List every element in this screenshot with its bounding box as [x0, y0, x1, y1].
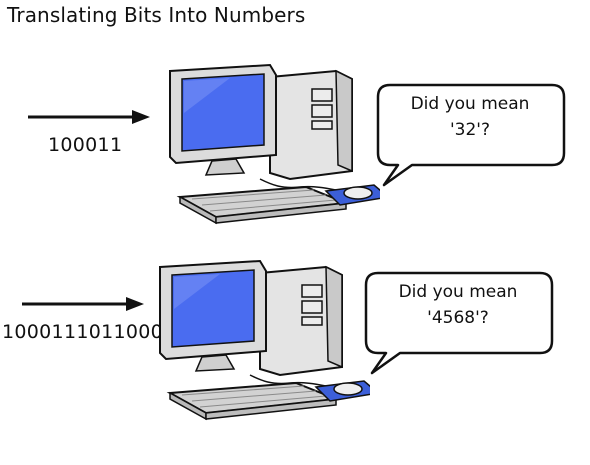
right-arrow-icon — [28, 110, 150, 124]
desktop-computer-icon — [159, 259, 370, 421]
bubble-line-2: '4568'? — [427, 308, 489, 328]
example-row-1: 100011 Did you mean '32'? — [0, 45, 590, 257]
bubble-line-1: Did you mean — [410, 94, 530, 114]
speech-bubble: Did you mean '4568'? — [360, 269, 556, 353]
bubble-line-1: Did you mean — [398, 282, 518, 302]
speech-bubble-icon — [376, 83, 566, 187]
right-arrow-icon — [22, 297, 144, 311]
bit-string: 1000111011000 — [2, 321, 164, 343]
speech-bubble-icon — [364, 271, 554, 375]
example-row-2: 1000111011000 Did you mean '4568'? — [0, 253, 590, 465]
speech-bubble: Did you mean '32'? — [372, 81, 568, 165]
desktop-computer-icon — [169, 63, 380, 225]
bit-string: 100011 — [48, 134, 123, 156]
bubble-line-2: '32'? — [449, 120, 490, 140]
page-title: Translating Bits Into Numbers — [7, 3, 306, 27]
